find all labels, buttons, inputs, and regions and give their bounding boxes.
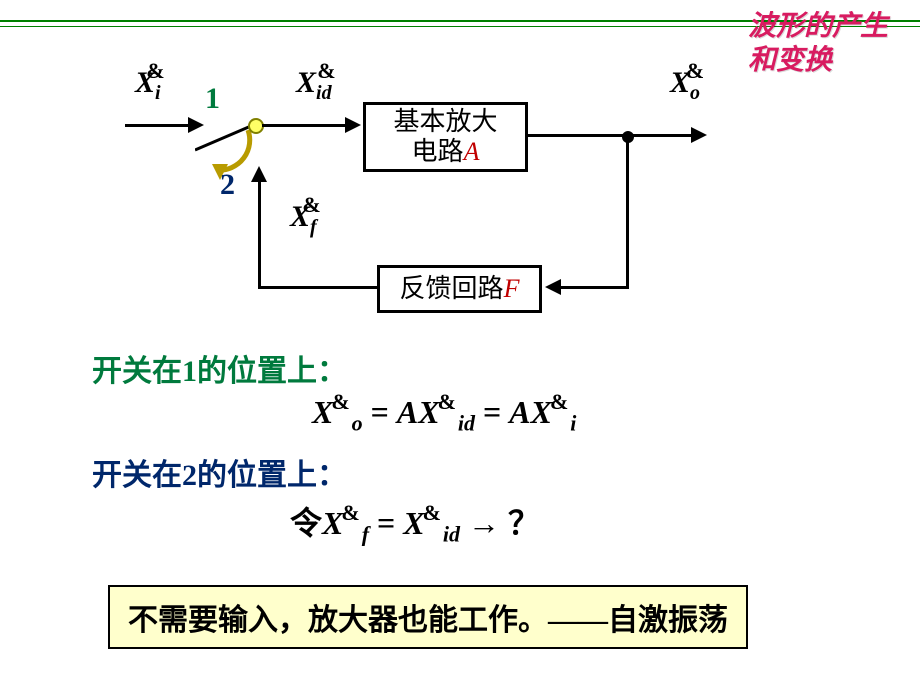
conclusion-box: 不需要输入，放大器也能工作。——自激振荡 (108, 585, 748, 649)
amp-text2: 电路A (412, 137, 480, 167)
wire-fb-h (560, 286, 629, 289)
wire-to-amp (262, 124, 347, 127)
equation-2: 令X&f=X&id→？ (290, 498, 540, 547)
wire-fb-up (258, 180, 261, 289)
arrow-fb-up (251, 166, 267, 182)
amplifier-box: 基本放大 电路A (363, 102, 528, 172)
wire-fb-down (626, 137, 629, 289)
title-line1: 波形的产生 (748, 10, 888, 44)
arrow-to-amp (345, 117, 361, 133)
label-pos2: 2 (220, 168, 235, 202)
label-xid: X&id (296, 66, 332, 105)
block-diagram: 基本放大 电路A 反馈回路F X&i X&id X&o X&f 1 2 (0, 60, 920, 340)
wire-input (125, 124, 190, 127)
label-xi: X&i (135, 66, 161, 105)
arrow-to-fb (545, 279, 561, 295)
fb-text: 反馈回路F (400, 274, 520, 304)
arrow-output (691, 127, 707, 143)
label-xo: X&o (670, 66, 700, 105)
equation-1: X&o=AX&id=AX&i (312, 394, 576, 436)
text-pos2: 开关在2的位置上： (92, 450, 347, 494)
feedback-box: 反馈回路F (377, 265, 542, 313)
amp-text1: 基本放大 (393, 107, 497, 137)
wire-fb-left (258, 286, 377, 289)
text-pos1: 开关在1的位置上： (92, 346, 347, 390)
label-xf: X&f (290, 200, 317, 239)
wire-output (528, 134, 693, 137)
label-pos1: 1 (205, 82, 220, 116)
